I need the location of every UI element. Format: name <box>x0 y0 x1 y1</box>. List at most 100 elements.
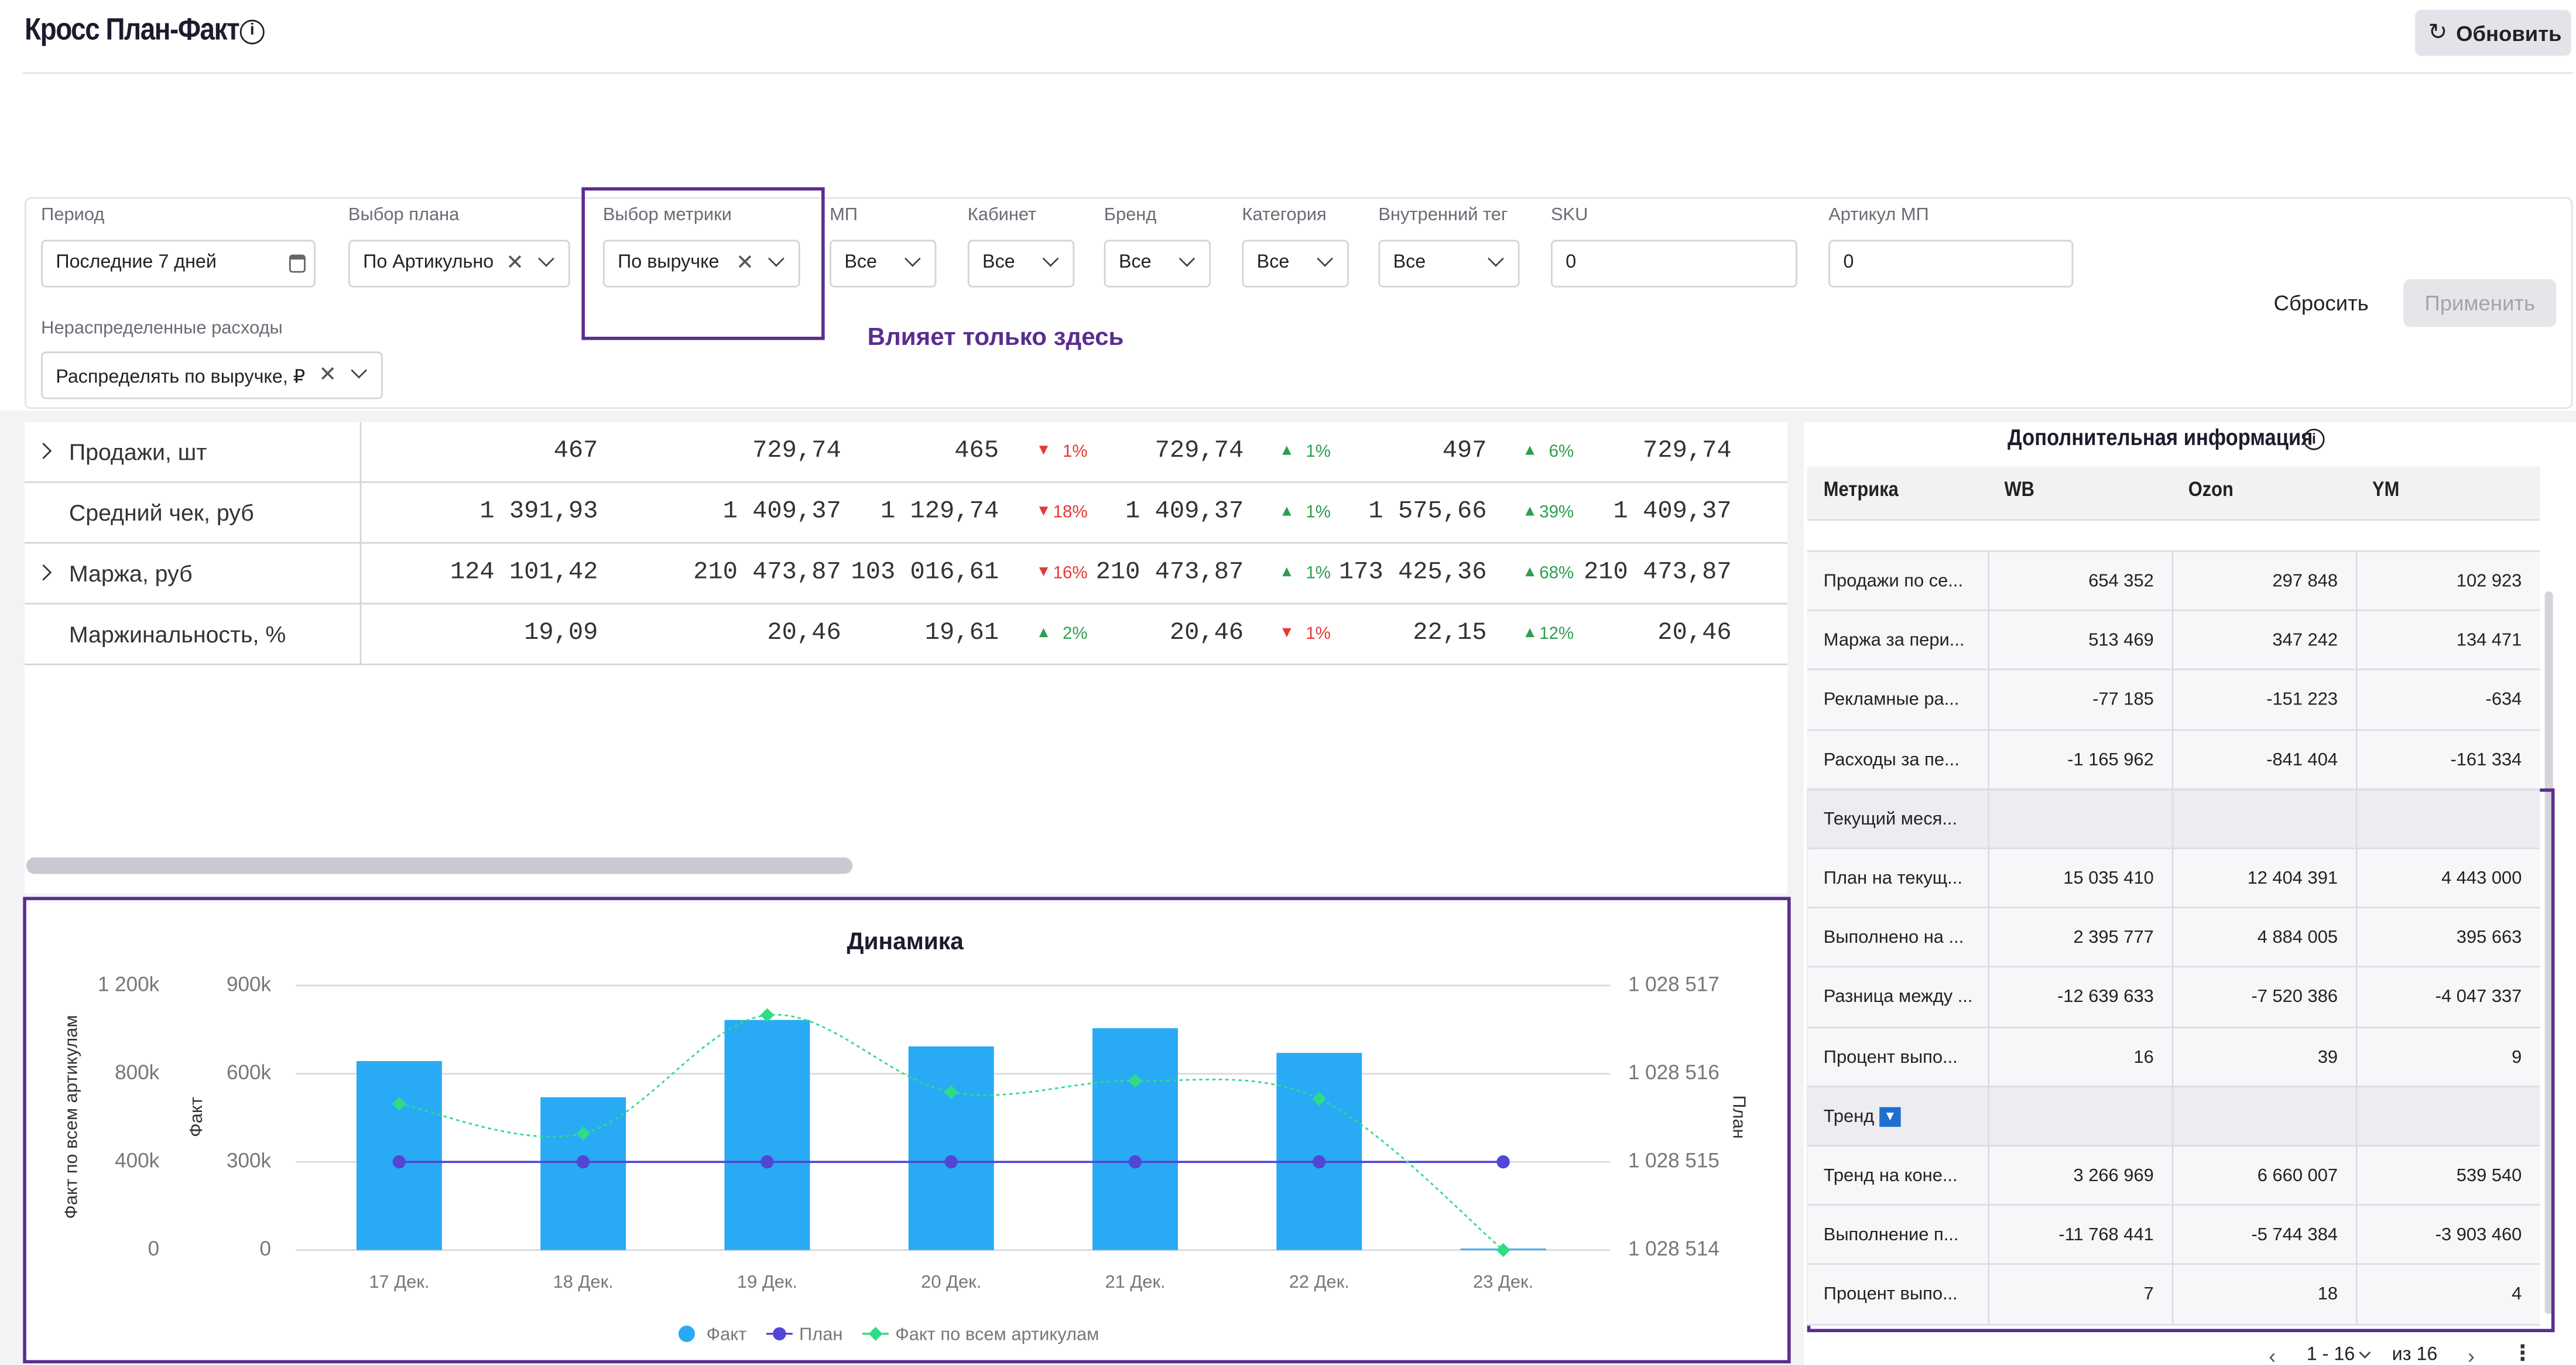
tick-label: 400k <box>115 1149 160 1172</box>
clear-icon[interactable]: ✕ <box>318 361 337 386</box>
info-row <box>1807 908 2540 969</box>
info-row-label: Процент выпо... <box>1823 1285 1958 1305</box>
filter-input[interactable]: Распределять по выручке, ₽ ✕ <box>41 351 383 399</box>
filter-label: Категория <box>1242 205 1327 225</box>
reset-button[interactable]: Сбросить <box>2273 290 2369 316</box>
point <box>576 1155 590 1169</box>
refresh-button[interactable]: ↻ Обновить <box>2414 9 2571 56</box>
cell-divider <box>2171 1265 2174 1325</box>
info-cell: -161 334 <box>2450 750 2522 770</box>
info-row-label: План на текущ... <box>1823 868 1962 889</box>
chevron <box>538 250 554 267</box>
cell-divider <box>2355 1027 2358 1087</box>
cell-divider <box>1988 611 1990 671</box>
cell-value: 729,74 <box>1643 437 1732 465</box>
vertical-scrollbar[interactable] <box>2544 591 2553 1315</box>
axis-title: Факт <box>186 1097 206 1137</box>
filter-label: Кабинет <box>967 205 1037 225</box>
cell-divider <box>1988 730 1990 790</box>
trend-arrow: ▴ <box>1525 622 1534 642</box>
tick-label: 300k <box>227 1149 272 1172</box>
point <box>944 1085 958 1100</box>
cell-divider <box>2171 849 2174 909</box>
info-cell: -12 639 633 <box>2057 987 2154 1008</box>
filter-value: Все <box>1118 252 1152 273</box>
filter-label: Выбор плана <box>348 205 460 225</box>
chevron <box>1317 250 1334 267</box>
cell-divider <box>1988 1146 1990 1206</box>
info-row <box>1807 1265 2540 1325</box>
trend-arrow: ▴ <box>1525 562 1534 582</box>
cell-divider <box>2171 670 2174 730</box>
row-label: Маржинальность, % <box>68 621 286 648</box>
filter-label: Период <box>41 205 105 225</box>
annotation: Влияет только здесь <box>867 323 1124 352</box>
trend-arrow: ▴ <box>1282 440 1292 460</box>
filter-input[interactable]: Все <box>967 240 1075 288</box>
filter-input[interactable]: Все <box>830 240 937 288</box>
page-prev[interactable]: ‹ <box>2269 1343 2276 1365</box>
cell-divider <box>1988 1027 1990 1087</box>
trend-arrow: ▾ <box>1282 622 1292 642</box>
info-row <box>1807 849 2540 909</box>
point <box>1128 1073 1142 1088</box>
bar <box>540 1097 626 1250</box>
filter-input[interactable]: Все <box>1242 240 1349 288</box>
cell-divider <box>1988 1087 1990 1147</box>
info-icon: i <box>2303 429 2325 450</box>
info-row-label: Процент выпо... <box>1823 1047 1958 1068</box>
filter-input[interactable]: По выручке ✕ <box>602 240 800 288</box>
tick-label: 0 <box>148 1237 160 1260</box>
info-cell: -5 744 384 <box>2251 1226 2338 1246</box>
filter-input[interactable]: По Артикульно ✕ <box>348 240 570 288</box>
filter-input[interactable]: 0 <box>1550 240 1797 288</box>
trend-arrow: ▴ <box>1039 622 1049 642</box>
x-tick-label: 21 Дек. <box>1105 1271 1165 1292</box>
clear-icon[interactable]: ✕ <box>506 249 524 275</box>
cell-divider <box>1988 552 1990 611</box>
horizontal-scrollbar[interactable] <box>26 857 853 874</box>
delta: 16% <box>1053 563 1088 583</box>
cell-value: 19,09 <box>524 619 598 648</box>
info-cell: 654 352 <box>2088 572 2154 591</box>
page-range[interactable]: 1 - 16 <box>2306 1345 2355 1365</box>
clear-icon[interactable]: ✕ <box>736 249 754 275</box>
filter-input[interactable]: 0 <box>1828 240 2074 288</box>
cell-value: 465 <box>954 437 999 465</box>
column-divider <box>359 422 362 483</box>
delta: 1% <box>1306 502 1331 523</box>
info-cell: -77 185 <box>2092 690 2154 710</box>
x-tick-label: 19 Дек. <box>737 1271 797 1292</box>
row-divider <box>25 481 1788 483</box>
apply-button[interactable]: Применить <box>2403 279 2557 327</box>
cell-divider <box>2171 1206 2174 1265</box>
trend-arrow: ▾ <box>1039 562 1049 582</box>
filter-input[interactable]: Последние 7 дней <box>41 240 316 288</box>
page-next[interactable]: › <box>2467 1343 2475 1365</box>
tick-label: 1 200k <box>98 973 160 995</box>
filter-value: Все <box>1393 252 1426 273</box>
more-menu[interactable]: ⋮ <box>2512 1340 2534 1365</box>
trend-arrow: ▴ <box>1525 501 1534 521</box>
info-cell: 12 404 391 <box>2247 868 2338 889</box>
info-row <box>1807 1027 2540 1087</box>
info-row-label: Выполнено на ... <box>1823 928 1964 949</box>
filter-label: Бренд <box>1104 205 1157 225</box>
dropdown-icon[interactable]: ▼ <box>1879 1107 1901 1127</box>
info-cell: 347 242 <box>2272 631 2338 651</box>
bar <box>908 1046 994 1250</box>
cell-value: 1 129,74 <box>881 497 999 526</box>
tick-label: 800k <box>115 1061 160 1084</box>
column-divider <box>359 483 362 544</box>
column-header: Метрика <box>1823 478 1899 501</box>
x-tick-label: 22 Дек. <box>1289 1271 1349 1292</box>
page-total: из 16 <box>2392 1345 2438 1365</box>
tick-label: 600k <box>227 1061 272 1084</box>
filter-value: Все <box>982 252 1015 273</box>
cell-divider <box>1988 908 1990 968</box>
point <box>1496 1155 1510 1169</box>
filter-input[interactable]: Все <box>1104 240 1211 288</box>
info-cell: 297 848 <box>2272 572 2338 591</box>
filter-input[interactable]: Все <box>1378 240 1520 288</box>
